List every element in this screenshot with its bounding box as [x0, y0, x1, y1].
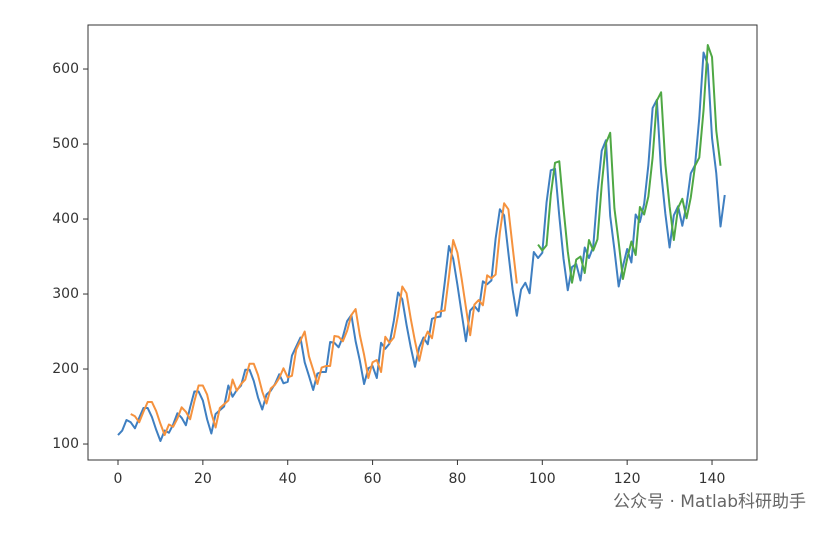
- y-tick-label: 300: [52, 286, 79, 302]
- y-tick-label: 200: [52, 361, 79, 377]
- x-tick-label: 140: [699, 471, 726, 487]
- x-tick-label: 20: [194, 471, 212, 487]
- x-tick-label: 0: [114, 471, 123, 487]
- y-tick-label: 500: [52, 136, 79, 152]
- line: [537, 44, 722, 284]
- x-tick-label: 120: [614, 471, 641, 487]
- x-tick-label: 60: [364, 471, 382, 487]
- watermark: 公众号 · Matlab科研助手: [613, 492, 806, 512]
- line: [130, 202, 518, 437]
- x-tick-label: 40: [279, 471, 297, 487]
- y-tick-label: 400: [52, 211, 79, 227]
- y-tick-label: 600: [52, 61, 79, 77]
- plot-frame: [87, 24, 758, 461]
- y-tick-label: 100: [52, 436, 79, 452]
- x-tick-label: 100: [529, 471, 556, 487]
- x-tick-label: 80: [449, 471, 467, 487]
